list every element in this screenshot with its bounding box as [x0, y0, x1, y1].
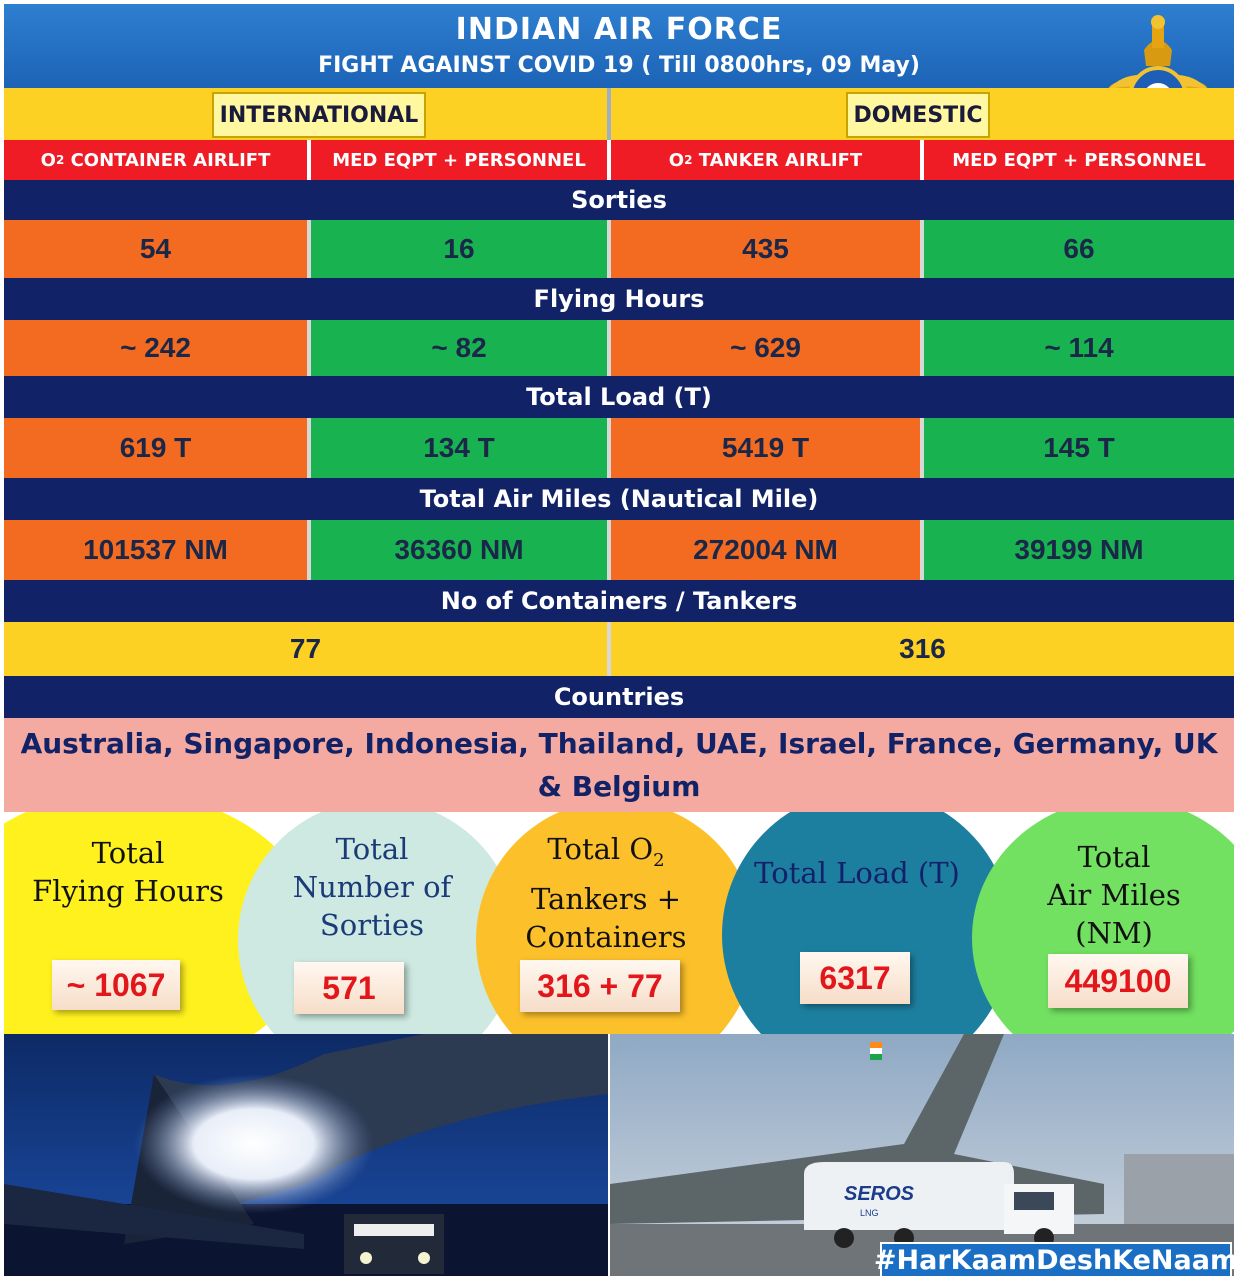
- total-air-miles-value: 449100: [1048, 954, 1188, 1008]
- photo-strip: SEROS LNG: [4, 1034, 1234, 1276]
- countries-list: Australia, Singapore, Indonesia, Thailan…: [4, 718, 1234, 812]
- air-miles-row: 101537 NM 36360 NM 272004 NM 39199 NM: [4, 520, 1234, 580]
- total-load-label: Total Load (T): [754, 856, 960, 890]
- value-cell: ~ 629: [611, 320, 924, 376]
- section-flying-hours-label: Flying Hours: [4, 278, 1234, 320]
- column-header-med-eqpt-international: MED EQPT + PERSONNEL: [311, 140, 611, 180]
- category-domestic: DOMESTIC: [846, 92, 990, 138]
- night-airlift-photo: [4, 1034, 608, 1276]
- section-containers-label: No of Containers / Tankers: [4, 580, 1234, 622]
- page-title: INDIAN AIR FORCE: [455, 12, 783, 47]
- total-flying-hours-value: ~ 1067: [52, 960, 180, 1010]
- value-cell: ~ 114: [924, 320, 1234, 376]
- category-international: INTERNATIONAL: [212, 92, 426, 138]
- value-cell: 66: [924, 220, 1234, 278]
- total-load-value: 6317: [800, 952, 910, 1004]
- truck-brand-text: SEROS: [844, 1183, 915, 1205]
- hashtag-banner: #HarKaamDeshKeNaam: [874, 1242, 1238, 1278]
- value-cell: 134 T: [311, 418, 611, 478]
- total-load-row: 619 T 134 T 5419 T 145 T: [4, 418, 1234, 478]
- section-sorties-label: Sorties: [4, 180, 1234, 220]
- tanker-loading-photo: SEROS LNG: [610, 1034, 1234, 1276]
- value-cell: 36360 NM: [311, 520, 611, 580]
- header: INDIAN AIR FORCE FIGHT AGAINST COVID 19 …: [4, 4, 1234, 88]
- section-air-miles-label: Total Air Miles (Nautical Mile): [4, 478, 1234, 520]
- total-sorties-value: 571: [294, 962, 404, 1014]
- total-flying-hours-label: Total Flying Hours: [32, 836, 224, 908]
- containers-row: 77 316: [4, 622, 1234, 676]
- page-subtitle: FIGHT AGAINST COVID 19 ( Till 0800hrs, 0…: [318, 53, 920, 78]
- value-cell: 145 T: [924, 418, 1234, 478]
- value-cell: 16: [311, 220, 611, 278]
- totals-panel: Total Flying Hours ~ 1067 Total Number o…: [4, 812, 1234, 1034]
- truck-brand-sub: LNG: [860, 1208, 879, 1218]
- value-cell: 272004 NM: [611, 520, 924, 580]
- value-cell: ~ 82: [311, 320, 611, 376]
- column-header-med-eqpt-domestic: MED EQPT + PERSONNEL: [924, 140, 1234, 180]
- total-tankers-label: Total O2 Tankers + Containers: [525, 832, 687, 954]
- total-tankers-value: 316 + 77: [520, 960, 680, 1012]
- value-cell: 39199 NM: [924, 520, 1234, 580]
- value-cell: 316: [611, 622, 1234, 676]
- category-row: INTERNATIONAL DOMESTIC: [4, 88, 1234, 140]
- value-cell: 77: [4, 622, 611, 676]
- total-air-miles-label: Total Air Miles (NM): [1047, 840, 1181, 950]
- divider: [607, 88, 611, 140]
- value-cell: 5419 T: [611, 418, 924, 478]
- value-cell: 101537 NM: [4, 520, 311, 580]
- value-cell: 619 T: [4, 418, 311, 478]
- photo-collage: SEROS LNG: [4, 1034, 1234, 1276]
- value-cell: ~ 242: [4, 320, 311, 376]
- sorties-row: 54 16 435 66: [4, 220, 1234, 278]
- flying-hours-row: ~ 242 ~ 82 ~ 629 ~ 114: [4, 320, 1234, 376]
- value-cell: 435: [611, 220, 924, 278]
- section-total-load-label: Total Load (T): [4, 376, 1234, 418]
- value-cell: 54: [4, 220, 311, 278]
- section-countries-label: Countries: [4, 676, 1234, 718]
- total-sorties-label: Total Number of Sorties: [292, 832, 452, 942]
